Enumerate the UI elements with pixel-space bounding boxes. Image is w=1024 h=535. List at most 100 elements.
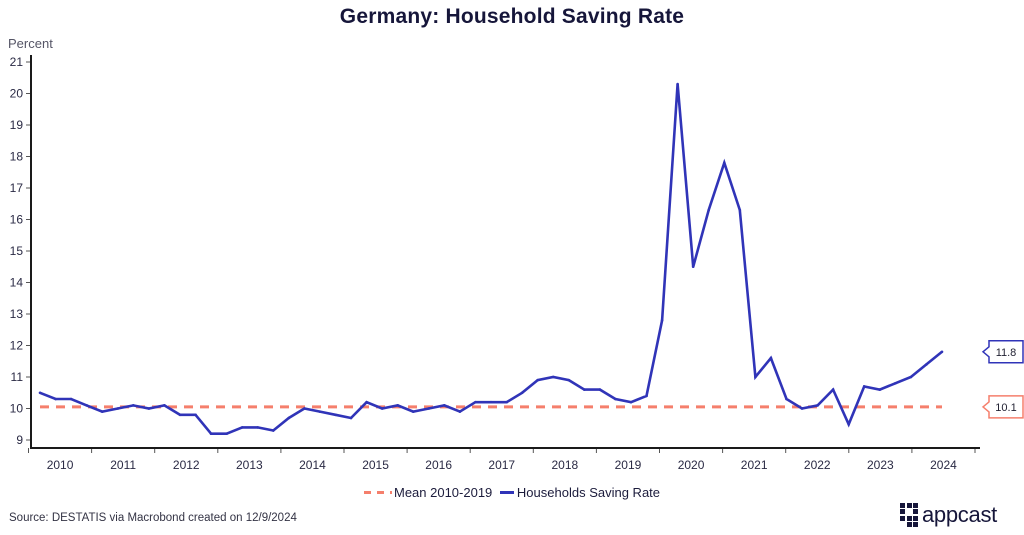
data-point bbox=[116, 407, 120, 410]
data-point bbox=[536, 378, 539, 382]
logo-grid-icon bbox=[900, 502, 918, 528]
data-point bbox=[38, 391, 42, 395]
data-point bbox=[645, 394, 648, 398]
data-point bbox=[909, 375, 913, 379]
x-tick-label: 2011 bbox=[110, 458, 136, 472]
data-point bbox=[303, 407, 306, 410]
data-point bbox=[349, 416, 353, 420]
y-tick-label: 17 bbox=[10, 181, 24, 195]
source-note: Source: DESTATIS via Macrobond created o… bbox=[9, 512, 297, 524]
data-point bbox=[707, 208, 711, 212]
data-point bbox=[940, 350, 944, 354]
last-value-tag-series-shape bbox=[981, 340, 1024, 364]
y-tick-label: 10 bbox=[10, 402, 24, 416]
data-point bbox=[520, 391, 524, 395]
last-value-tag-mean-shape bbox=[981, 395, 1024, 419]
data-point bbox=[738, 208, 742, 212]
x-tick-label: 2015 bbox=[362, 458, 389, 472]
x-tick-label: 2013 bbox=[236, 458, 263, 472]
data-point bbox=[178, 413, 182, 417]
x-tick-label: 2012 bbox=[173, 458, 200, 472]
data-point bbox=[318, 410, 322, 413]
chart-title: Germany: Household Saving Rate bbox=[339, 5, 685, 28]
data-point bbox=[365, 400, 368, 404]
data-point bbox=[443, 404, 446, 407]
y-tick-label: 11 bbox=[11, 370, 24, 384]
legend-item-mean: Mean 2010-2019 bbox=[363, 485, 493, 500]
data-point bbox=[163, 404, 166, 407]
logo-text: appcast bbox=[922, 502, 997, 527]
data-point bbox=[287, 416, 291, 420]
data-point bbox=[147, 407, 151, 410]
data-point bbox=[785, 397, 788, 401]
legend-swatch-mean bbox=[363, 491, 392, 494]
data-point bbox=[54, 397, 57, 401]
data-point bbox=[209, 432, 213, 436]
x-tick-label: 2018 bbox=[551, 458, 578, 472]
data-point bbox=[225, 432, 228, 436]
data-point bbox=[100, 410, 104, 413]
data-point bbox=[660, 319, 664, 322]
data-point bbox=[629, 400, 633, 404]
data-point bbox=[847, 422, 850, 426]
data-point bbox=[458, 410, 462, 413]
data-point bbox=[676, 82, 679, 86]
x-tick-label: 2022 bbox=[804, 458, 831, 472]
chart-legend: Mean 2010-2019 Households Saving Rate bbox=[0, 482, 1024, 500]
y-tick-label: 16 bbox=[10, 213, 24, 227]
data-point bbox=[614, 397, 617, 401]
data-point bbox=[489, 400, 493, 404]
last-value-tag-series: 11.8 bbox=[981, 340, 1024, 364]
data-point bbox=[583, 388, 586, 391]
last-value-tag-mean: 10.1 bbox=[981, 395, 1024, 419]
data-point bbox=[894, 382, 897, 385]
y-tick-label: 18 bbox=[10, 150, 24, 164]
x-tick-label: 2019 bbox=[615, 458, 642, 472]
data-point bbox=[132, 404, 135, 407]
legend-label-series: Households Saving Rate bbox=[516, 485, 661, 500]
data-point bbox=[380, 407, 384, 410]
x-tick-label: 2010 bbox=[47, 458, 74, 472]
y-tick-label: 13 bbox=[10, 307, 24, 321]
data-point bbox=[551, 375, 555, 379]
data-point bbox=[598, 388, 602, 391]
y-tick-label: 21 bbox=[10, 55, 24, 69]
legend-swatch-series bbox=[499, 491, 514, 494]
data-point bbox=[240, 426, 244, 429]
appcast-logo: appcast bbox=[900, 502, 997, 528]
data-point bbox=[722, 161, 726, 165]
data-point bbox=[769, 356, 773, 360]
data-point bbox=[427, 407, 431, 410]
data-point bbox=[800, 407, 804, 410]
data-point bbox=[194, 413, 197, 417]
data-point bbox=[831, 388, 835, 391]
series-line-households-saving-rate bbox=[39, 83, 943, 436]
x-tick-label: 2023 bbox=[867, 458, 894, 472]
data-point bbox=[411, 410, 415, 413]
data-point bbox=[271, 429, 275, 432]
x-tick-label: 2024 bbox=[930, 458, 957, 472]
legend-item-series: Households Saving Rate bbox=[499, 485, 661, 500]
last-value-tag-mean-text: 10.1 bbox=[995, 402, 1016, 414]
data-point bbox=[862, 385, 866, 388]
y-axis-label: Percent bbox=[8, 36, 53, 51]
data-point bbox=[691, 265, 695, 269]
data-point bbox=[474, 400, 477, 404]
x-tick-label: 2016 bbox=[425, 458, 452, 472]
data-point bbox=[396, 404, 399, 407]
data-point bbox=[925, 363, 928, 366]
legend-label-mean: Mean 2010-2019 bbox=[393, 485, 493, 500]
y-tick-label: 9 bbox=[16, 433, 23, 447]
y-tick-label: 20 bbox=[10, 87, 24, 101]
y-tick-label: 12 bbox=[10, 339, 24, 353]
last-value-tag-series-text: 11.8 bbox=[996, 347, 1017, 359]
data-point bbox=[878, 388, 882, 391]
x-tick-label: 2014 bbox=[299, 458, 326, 472]
x-tick-label: 2021 bbox=[741, 458, 768, 472]
y-axis-ticks: 21 20 19 18 17 16 15 14 13 12 11 10 9 bbox=[10, 55, 31, 447]
data-point bbox=[816, 404, 819, 407]
y-tick-label: 14 bbox=[10, 276, 24, 290]
x-axis-ticks: 2010 2011 2012 2013 2014 2015 2016 2017 2018 2019… bbox=[28, 448, 976, 472]
y-tick-label: 19 bbox=[10, 118, 24, 132]
